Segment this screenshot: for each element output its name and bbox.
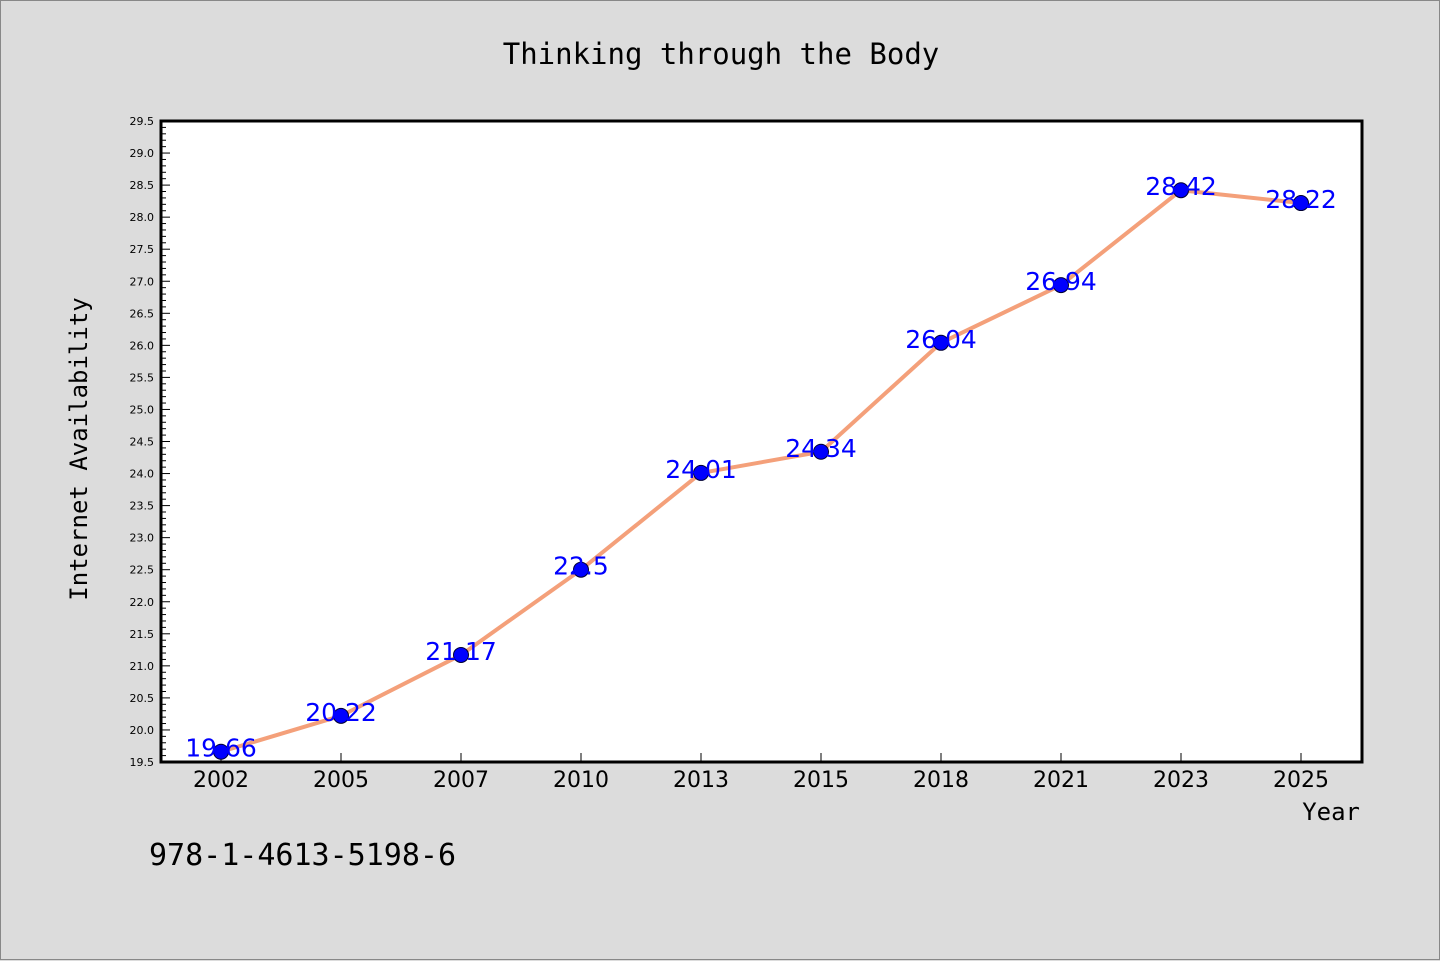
series-line xyxy=(219,188,1303,754)
data-label: 28.22 xyxy=(1265,185,1337,214)
y-tick-label: 23.5 xyxy=(130,500,155,513)
data-point-marker xyxy=(693,464,709,481)
data-label: 24.34 xyxy=(785,434,857,463)
x-tick-label: 2021 xyxy=(1033,768,1089,793)
y-tick-label: 19.5 xyxy=(130,756,155,769)
plot-area xyxy=(159,119,1364,764)
y-tick-label: 27.0 xyxy=(130,275,155,288)
data-point-marker xyxy=(1053,277,1069,294)
x-tick-label: 2023 xyxy=(1153,768,1209,793)
data-labels-group: 19.66 20.22 21.17 22.5 24.01 24.34 26.04 26.94 2… xyxy=(185,172,1337,763)
y-tick-label: 25.0 xyxy=(130,403,155,416)
y-tick-label: 23.0 xyxy=(130,532,155,545)
data-label: 22.5 xyxy=(553,552,609,581)
x-axis-title: Year xyxy=(1302,798,1360,826)
data-point-marker xyxy=(933,334,949,351)
y-tick-label: 22.0 xyxy=(130,596,155,609)
data-point-marker xyxy=(453,646,469,663)
data-point-marker xyxy=(573,561,589,578)
x-tick-label: 2005 xyxy=(313,768,369,793)
y-tick-label: 29.0 xyxy=(130,147,155,160)
y-axis-title: Internet Availability xyxy=(65,297,93,600)
x-tick-label: 2018 xyxy=(913,768,969,793)
y-tick-label: 26.0 xyxy=(130,339,155,352)
series-line-group xyxy=(219,188,1303,754)
data-label: 19.66 xyxy=(185,734,257,763)
y-tick-label: 24.5 xyxy=(130,436,155,449)
data-label: 20.22 xyxy=(305,698,377,727)
chart-title: Thinking through the Body xyxy=(503,37,940,71)
y-tick-label: 20.5 xyxy=(130,692,155,705)
y-tick-label: 26.5 xyxy=(130,307,155,320)
data-point-marker xyxy=(813,443,829,460)
x-tick-label: 2013 xyxy=(673,768,729,793)
markers-group xyxy=(213,182,1309,760)
data-label: 24.01 xyxy=(665,455,737,484)
y-axis: 19.5 20.0 20.5 21.0 21.5 22.0 22.5 23.0 23.5 24.0… xyxy=(130,115,170,769)
data-label: 26.94 xyxy=(1025,267,1097,296)
data-point-marker xyxy=(1173,182,1189,199)
y-tick-label: 21.5 xyxy=(130,628,155,641)
data-point-marker xyxy=(1293,195,1309,212)
data-label: 26.04 xyxy=(905,325,977,354)
y-tick-label: 24.0 xyxy=(130,468,155,481)
y-tick-label: 20.0 xyxy=(130,724,155,737)
y-tick-label: 25.5 xyxy=(130,371,155,384)
x-tick-label: 2007 xyxy=(433,768,489,793)
data-label: 28.42 xyxy=(1145,172,1217,201)
y-tick-label: 28.5 xyxy=(130,179,155,192)
data-point-marker xyxy=(213,743,229,760)
data-label: 21.17 xyxy=(425,637,497,666)
x-tick-label: 2015 xyxy=(793,768,849,793)
isbn-text: 978-1-4613-5198-6 xyxy=(149,838,456,873)
y-tick-label: 21.0 xyxy=(130,660,155,673)
x-tick-label: 2002 xyxy=(193,768,249,793)
y-tick-label: 27.5 xyxy=(130,243,155,256)
x-tick-label: 2025 xyxy=(1273,768,1329,793)
x-tick-label: 2010 xyxy=(553,768,609,793)
y-tick-label: 29.5 xyxy=(130,115,155,128)
data-point-marker xyxy=(333,707,349,724)
x-axis: 2002 2005 2007 2010 2013 2015 2018 2021 2023 2025 xyxy=(193,753,1329,793)
y-tick-label: 22.5 xyxy=(130,564,155,577)
y-tick-label: 28.0 xyxy=(130,211,155,224)
